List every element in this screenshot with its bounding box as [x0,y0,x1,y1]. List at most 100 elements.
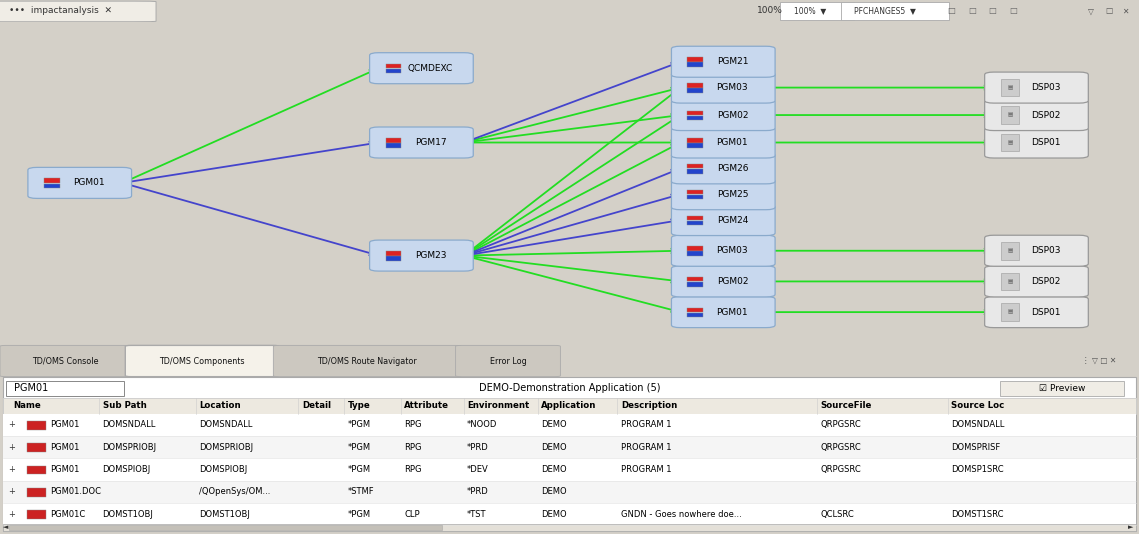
Bar [688,169,704,174]
FancyBboxPatch shape [0,1,156,22]
Text: DSP01: DSP01 [1031,308,1060,317]
Text: PROGRAM 1: PROGRAM 1 [621,420,671,429]
Text: PGM17: PGM17 [415,138,446,147]
Bar [1001,242,1019,260]
Text: DOMSPRIOBJ: DOMSPRIOBJ [199,443,254,452]
Text: PGM01: PGM01 [50,443,80,452]
Text: Error Log: Error Log [490,357,526,366]
Bar [3,458,1136,481]
Text: RPG: RPG [404,443,421,452]
Text: □: □ [989,6,997,15]
Text: □: □ [948,6,956,15]
Text: +: + [8,510,15,519]
Text: DEMO: DEMO [541,465,566,474]
Text: TD/OMS Components: TD/OMS Components [159,357,245,366]
FancyBboxPatch shape [780,2,854,20]
Text: PGM21: PGM21 [716,57,748,66]
Text: *PGM: *PGM [347,465,370,474]
Text: PGM01.DOC: PGM01.DOC [50,488,101,497]
Text: QRPGSRC: QRPGSRC [820,443,861,452]
Text: ▤: ▤ [1007,279,1013,284]
FancyBboxPatch shape [369,240,474,271]
Bar [44,178,60,183]
Text: PGM25: PGM25 [716,190,748,199]
Text: DEMO-Demonstration Application (5): DEMO-Demonstration Application (5) [478,383,661,394]
Bar [688,143,704,148]
FancyBboxPatch shape [984,99,1089,130]
Bar [1001,303,1019,321]
Bar [27,466,46,474]
Text: ☑ Preview: ☑ Preview [1040,384,1085,393]
Text: CLP: CLP [404,510,420,519]
FancyBboxPatch shape [984,127,1089,158]
Text: *PRD: *PRD [467,443,489,452]
Bar [9,525,442,530]
FancyBboxPatch shape [369,53,474,84]
Text: DEMO: DEMO [541,488,566,497]
FancyBboxPatch shape [672,99,775,130]
Text: DSP02: DSP02 [1031,277,1060,286]
Text: DOMSNDALL: DOMSNDALL [103,420,156,429]
Text: DSP03: DSP03 [1031,83,1060,92]
Text: PGM03: PGM03 [716,246,748,255]
Bar [385,256,402,261]
Text: DOMST1OBJ: DOMST1OBJ [103,510,154,519]
Text: ▤: ▤ [1007,310,1013,315]
Text: Type: Type [347,402,370,410]
Text: +: + [8,420,15,429]
Bar [385,64,402,68]
Bar [3,414,1136,436]
Bar [385,143,402,148]
Text: ⋮ ▽ □ ✕: ⋮ ▽ □ ✕ [1082,357,1116,366]
FancyBboxPatch shape [1000,381,1124,396]
Bar [1001,272,1019,290]
Bar [688,138,704,143]
FancyBboxPatch shape [672,235,775,266]
Bar [688,83,704,88]
Text: ✕: ✕ [1122,6,1129,15]
FancyBboxPatch shape [672,46,775,77]
Bar [3,376,1136,531]
Text: DEMO: DEMO [541,420,566,429]
Text: Location: Location [199,402,241,410]
Text: *PGM: *PGM [347,443,370,452]
Bar [3,436,1136,458]
Bar [27,443,46,452]
FancyBboxPatch shape [456,345,560,376]
Bar [385,251,402,256]
Bar [688,116,704,120]
Text: RPG: RPG [404,465,421,474]
FancyBboxPatch shape [672,205,775,235]
Text: PGM01: PGM01 [14,383,48,394]
Text: TD/OMS Route Navigator: TD/OMS Route Navigator [318,357,417,366]
Text: *PGM: *PGM [347,420,370,429]
Text: GNDN - Goes nowhere doe...: GNDN - Goes nowhere doe... [621,510,741,519]
Text: Name: Name [14,402,41,410]
Bar [1001,78,1019,97]
Text: DOMSPRIOBJ: DOMSPRIOBJ [103,443,157,452]
Text: DOMST1SRC: DOMST1SRC [951,510,1003,519]
Text: QCLSRC: QCLSRC [820,510,854,519]
Text: Attribute: Attribute [404,402,450,410]
Text: Application: Application [541,402,597,410]
Bar [688,246,704,251]
Text: Detail: Detail [302,402,330,410]
Text: Source Loc: Source Loc [951,402,1005,410]
Text: Environment: Environment [467,402,530,410]
Text: +: + [8,488,15,497]
Text: □: □ [1105,6,1112,15]
Text: □: □ [1009,6,1017,15]
Bar [27,511,46,519]
Bar [3,481,1136,503]
Bar [688,62,704,67]
Text: PGM01C: PGM01C [50,510,85,519]
Text: *NOOD: *NOOD [467,420,498,429]
Bar [688,88,704,93]
Text: TD/OMS Console: TD/OMS Console [32,357,99,366]
Text: DOMSNDALL: DOMSNDALL [199,420,253,429]
Text: 100%: 100% [757,6,784,15]
Bar [0,344,1139,379]
Text: DOMST1OBJ: DOMST1OBJ [199,510,251,519]
Bar [27,421,46,429]
Bar [688,313,704,317]
